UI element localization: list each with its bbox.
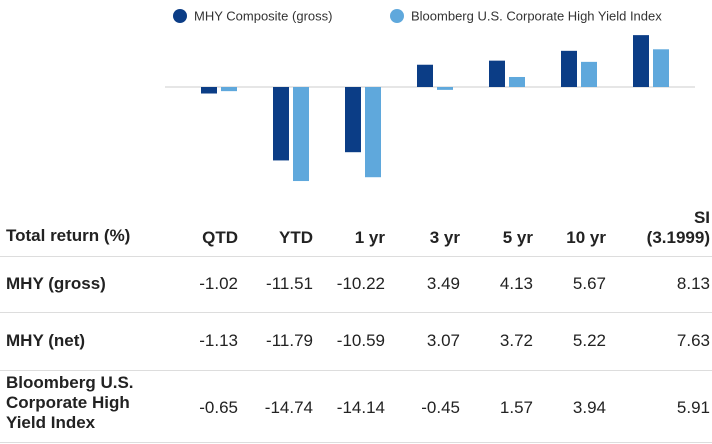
header-cell: 1 yr xyxy=(354,228,385,247)
bar xyxy=(365,87,381,178)
bar xyxy=(653,49,669,87)
bar xyxy=(509,76,525,87)
bar xyxy=(221,87,237,92)
cell-value: 3.72 xyxy=(499,331,533,350)
cell-value: -0.65 xyxy=(199,398,238,417)
chart: MHY Composite (gross) Bloomberg U.S. Corp… xyxy=(165,8,695,182)
header-cell: QTD xyxy=(202,228,238,247)
bar xyxy=(437,87,453,90)
cell-value: 4.13 xyxy=(499,274,533,293)
cell-value: -14.14 xyxy=(336,398,385,417)
bar xyxy=(273,87,289,161)
bar xyxy=(293,87,309,182)
header-cell: SI (3.1999) xyxy=(646,208,710,247)
cell-value: -10.59 xyxy=(336,331,385,350)
legend-swatch xyxy=(390,9,404,23)
cell-value: -1.13 xyxy=(199,331,238,350)
legend-swatch xyxy=(173,9,187,23)
cell-value: 5.22 xyxy=(572,331,606,350)
cell-value: -14.74 xyxy=(264,398,313,417)
separator xyxy=(0,312,712,313)
separator xyxy=(0,370,712,371)
bar xyxy=(561,50,577,87)
cell-value: 8.13 xyxy=(676,274,710,293)
bar xyxy=(581,61,597,87)
cell-value: 3.49 xyxy=(426,274,460,293)
row-label: MHY (gross) xyxy=(6,274,106,293)
legend-label: Bloomberg U.S. Corporate High Yield Inde… xyxy=(411,8,662,23)
header-cell: Total return (%) xyxy=(6,226,131,245)
cell-value: -0.45 xyxy=(421,398,460,417)
legend-label: MHY Composite (gross) xyxy=(194,8,332,23)
cell-value: -11.51 xyxy=(266,274,313,293)
bar xyxy=(345,87,361,153)
cell-value: 3.94 xyxy=(572,398,606,417)
cell-value: 5.67 xyxy=(572,274,606,293)
header-cell: YTD xyxy=(279,228,313,247)
header-cell: 10 yr xyxy=(566,228,606,247)
cell-value: 1.57 xyxy=(499,398,533,417)
row-label: MHY (net) xyxy=(6,331,86,350)
bar xyxy=(201,87,217,94)
bar xyxy=(417,64,433,87)
cell-value: 3.07 xyxy=(426,331,460,350)
bar xyxy=(489,60,505,87)
cell-value: 7.63 xyxy=(676,331,710,350)
bar xyxy=(633,35,649,87)
row-label: Bloomberg U.S. Corporate High Yield Inde… xyxy=(6,373,134,432)
cell-value: 5.91 xyxy=(676,398,710,417)
cell-value: -10.22 xyxy=(336,274,385,293)
separator xyxy=(0,442,712,443)
header-cell: 5 yr xyxy=(502,228,533,247)
cell-value: -11.79 xyxy=(266,331,313,350)
cell-value: -1.02 xyxy=(199,274,238,293)
header-cell: 3 yr xyxy=(429,228,460,247)
separator xyxy=(0,256,712,257)
